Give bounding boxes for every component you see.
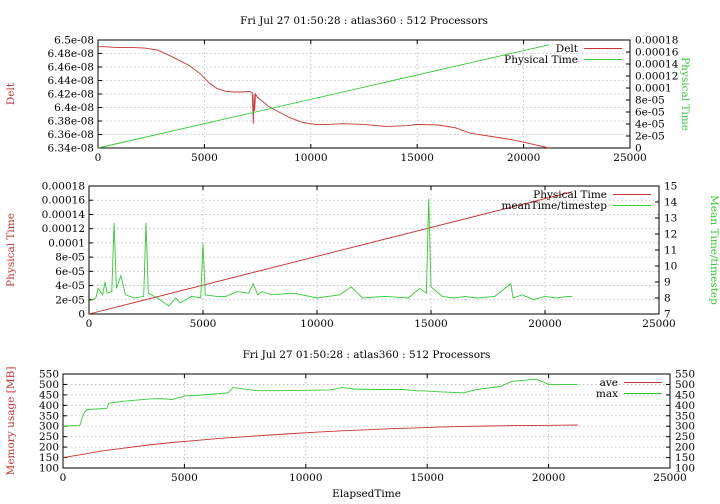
panel1-y2-tick-label: 0.00012	[635, 71, 678, 83]
panel3-y2-tick-label: 250	[675, 431, 695, 443]
panel3-y2-tick-label: 550	[675, 369, 695, 381]
panel1-y-tick-label: 6.44e-08	[47, 75, 94, 87]
panel3-x-axis-label: ElapsedTime	[332, 488, 401, 500]
panel2-series-physical-time	[88, 191, 573, 315]
panel3-x-tick-label: 0	[60, 472, 67, 484]
panel3-y-tick-label: 550	[39, 369, 59, 381]
panel3-plot-frame	[62, 373, 671, 469]
panel2-y2-tick-label: 13	[664, 213, 677, 225]
panel2-y2-tick-label: 7	[664, 309, 671, 321]
panel2-series-meantime-timestep	[88, 198, 573, 307]
panel2-y2-tick-label: 12	[664, 229, 677, 241]
panel1-y2-axis-label: Physical Time	[679, 57, 691, 131]
panel3-y2-tick-label: 300	[675, 421, 695, 433]
panel3-x-tick-label: 15000	[410, 472, 443, 484]
panel3-legend-label: max	[596, 388, 618, 400]
panel1-y2-tick-label: 0.00018	[635, 35, 678, 47]
panel2-y2-tick-label: 11	[664, 245, 677, 257]
panel2-y-tick-label: 0.00012	[42, 223, 85, 235]
panel2-y2-tick-label: 15	[664, 181, 677, 193]
panel3-y-tick-label: 500	[39, 379, 59, 391]
panel1-y-tick-label: 6.34e-08	[47, 143, 94, 155]
panel1-y-tick-label: 6.36e-08	[47, 129, 94, 141]
panel1-y2-tick-label: 0.00014	[635, 59, 679, 71]
panel1-y-tick-label: 6.5e-08	[54, 35, 94, 47]
panel2-y-tick-label: 0.00018	[42, 181, 85, 193]
panel2-y-tick-label: 4e-05	[55, 280, 85, 292]
panel1-x-tick-label: 20000	[507, 152, 540, 164]
panel2-y-tick-label: 0.00014	[42, 209, 86, 221]
panel2-y2-tick-label: 8	[664, 293, 671, 305]
panel2-y-tick-label: 8e-05	[55, 252, 85, 264]
panel2-x-tick-label: 25000	[642, 318, 675, 330]
panel3-y-tick-label: 450	[39, 389, 59, 401]
panel3-y2-tick-label: 150	[675, 452, 695, 464]
panel3-y-tick-label: 100	[39, 463, 59, 475]
panel2-x-tick-label: 10000	[300, 318, 333, 330]
panel1-y-axis-label: Delt	[5, 82, 17, 105]
panel1-x-tick-label: 25000	[613, 152, 646, 164]
panel1-title: Fri Jul 27 01:50:28 : atlas360 : 512 Pro…	[240, 15, 488, 27]
panel2-y2-tick-label: 9	[664, 277, 671, 289]
panel2-x-tick-label: 0	[86, 318, 93, 330]
panel3-y-tick-label: 250	[39, 431, 59, 443]
panel2-y-tick-label: 0	[78, 309, 85, 321]
panel3-x-tick-label: 25000	[653, 472, 686, 484]
panel2-legend-label: meanTime/timestep	[501, 200, 607, 212]
panel3-y-tick-label: 350	[39, 410, 59, 422]
panel2-legend-label: Physical Time	[533, 189, 607, 201]
panel2-x-tick-label: 15000	[414, 318, 447, 330]
panel2-y-axis-label: Physical Time	[5, 213, 17, 287]
panel3-y2-tick-label: 450	[675, 389, 695, 401]
panel1-y2-tick-label: 6e-05	[635, 107, 665, 119]
panel3-x-tick-label: 10000	[289, 472, 322, 484]
panel1-legend-label: Physical Time	[504, 54, 578, 66]
panel2-y-tick-label: 2e-05	[55, 294, 85, 306]
panel3-x-tick-label: 20000	[532, 472, 565, 484]
panel1-y-tick-label: 6.4e-08	[54, 102, 94, 114]
panel2-y2-tick-label: 10	[664, 261, 677, 273]
panel1-y2-tick-label: 2e-05	[635, 131, 665, 143]
panel3-y2-tick-label: 350	[675, 410, 695, 422]
panel2-y2-tick-label: 14	[664, 197, 678, 209]
panel1-legend-label: Delt	[556, 43, 579, 55]
panel1-y-tick-label: 6.46e-08	[47, 62, 94, 74]
panel2-y-tick-label: 0.00016	[42, 195, 86, 207]
panel3-y-tick-label: 400	[39, 400, 59, 412]
panel3-legend-label: ave	[600, 377, 618, 389]
panel1-series-physical-time	[97, 44, 550, 149]
panel1-y2-tick-label: 0	[635, 143, 642, 155]
panel3-y-tick-label: 150	[39, 452, 59, 464]
panel3-y-axis-label: Memory usage [MB]	[5, 367, 17, 476]
panel2-x-tick-label: 20000	[528, 318, 561, 330]
panel3-series-ave	[62, 424, 578, 459]
panel2-x-tick-label: 5000	[190, 318, 217, 330]
panel2-y-tick-label: 0.0001	[48, 237, 85, 249]
panel3-y-tick-label: 300	[39, 421, 59, 433]
panel1-y2-tick-label: 4e-05	[635, 119, 665, 131]
panel1-y-tick-label: 6.48e-08	[47, 48, 94, 60]
panel3-x-tick-label: 5000	[171, 472, 198, 484]
panel2-y2-axis-label: Mean Time/timestep	[708, 195, 720, 305]
panel1-x-tick-label: 5000	[191, 152, 218, 164]
panel2-y-tick-label: 6e-05	[55, 266, 85, 278]
panel3-y2-tick-label: 100	[675, 463, 695, 475]
panel1-series-delt	[98, 46, 550, 149]
panel1-x-tick-label: 10000	[294, 152, 327, 164]
panel3-y2-tick-label: 200	[675, 442, 695, 454]
panel1-x-tick-label: 15000	[400, 152, 433, 164]
panel1-y-tick-label: 6.38e-08	[47, 116, 94, 128]
panel1-x-tick-label: 0	[95, 152, 102, 164]
panel3-y2-tick-label: 500	[675, 379, 695, 391]
panel3-title: Fri Jul 27 01:50:28 : atlas360 : 512 Pro…	[243, 349, 491, 361]
panel3-y2-tick-label: 400	[675, 400, 695, 412]
panel1-y2-tick-label: 0.00016	[635, 47, 679, 59]
panel1-y-tick-label: 6.42e-08	[47, 89, 94, 101]
panel1-y2-tick-label: 0.0001	[635, 83, 672, 95]
panel1-y2-tick-label: 8e-05	[635, 95, 665, 107]
panel3-series-max	[62, 378, 578, 427]
panel3-y-tick-label: 200	[39, 442, 59, 454]
